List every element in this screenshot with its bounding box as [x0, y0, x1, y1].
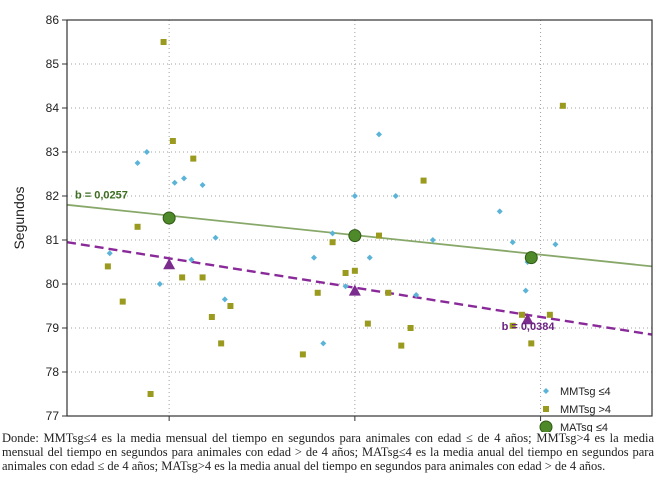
x-tick-label: 2003	[156, 430, 183, 432]
data-point	[364, 320, 371, 327]
data-point	[348, 284, 361, 296]
x-axis: 2003 2004 2005	[156, 416, 554, 432]
trend-annotations: b = 0,0257 b = 0,0384	[75, 190, 555, 334]
trend-label: b = 0,0384	[502, 321, 556, 333]
data-point	[420, 177, 427, 184]
data-point	[181, 175, 187, 182]
data-point	[366, 254, 373, 261]
plot-frame	[66, 19, 653, 417]
data-point	[156, 281, 163, 287]
data-point	[190, 155, 197, 162]
data-point	[509, 239, 516, 246]
x-tick-label: 2004	[342, 430, 369, 432]
y-tick-label: 84	[46, 101, 60, 115]
legend-label: MMTsg ≤4	[560, 386, 611, 398]
y-tick-label: 82	[46, 189, 60, 203]
y-tick-label: 85	[46, 57, 60, 71]
legend: MMTsg ≤4 MMTsg >4 MATsg ≤4	[539, 386, 611, 432]
data-point	[351, 267, 358, 274]
data-point	[208, 314, 215, 320]
data-point	[119, 298, 126, 305]
data-point	[320, 340, 327, 347]
data-point	[171, 179, 178, 186]
data-point	[329, 239, 336, 246]
data-points	[104, 39, 566, 397]
data-point	[429, 237, 436, 243]
data-point	[546, 311, 553, 318]
y-tick-label: 80	[46, 277, 60, 291]
data-point	[147, 391, 154, 397]
data-point	[188, 256, 195, 263]
data-point	[522, 287, 529, 294]
legend-label: MATsg ≤4	[560, 422, 608, 432]
data-point	[162, 211, 176, 225]
trendline	[66, 241, 653, 336]
grid	[67, 19, 652, 417]
data-point	[385, 289, 392, 296]
data-point	[509, 322, 516, 329]
x-tick-label: 2005	[527, 430, 554, 432]
data-point	[342, 283, 349, 290]
y-tick-label: 81	[46, 233, 60, 247]
y-tick-label: 86	[46, 13, 60, 27]
y-tick-label: 78	[46, 365, 60, 379]
data-point	[348, 229, 362, 243]
chart: 77 78 79 80 81 82 83 84 85 86 2003 2004 2005 Segund…	[11, 13, 653, 432]
data-point	[143, 149, 150, 155]
y-axis: 77 78 79 80 81 82 83 84 85 86	[46, 13, 67, 423]
data-point	[407, 325, 414, 331]
legend-label: MMTsg >4	[560, 404, 611, 416]
data-point	[221, 296, 228, 303]
data-point	[311, 254, 317, 261]
data-point	[227, 303, 234, 309]
data-point	[163, 258, 176, 270]
data-point	[104, 263, 111, 270]
data-point	[496, 208, 503, 215]
legend-marker	[539, 420, 553, 432]
data-point	[199, 274, 206, 281]
trendlines	[66, 203, 653, 336]
data-point	[299, 351, 306, 358]
data-point	[314, 289, 321, 296]
legend-marker	[543, 388, 549, 394]
data-point	[160, 39, 167, 45]
data-point	[342, 270, 349, 276]
data-point	[199, 182, 206, 188]
legend-marker	[543, 406, 549, 412]
data-point	[134, 223, 141, 230]
figure-caption: Donde: MMTsg≤4 es la media mensual del t…	[2, 431, 654, 473]
data-point	[179, 274, 186, 281]
data-point	[351, 193, 358, 199]
data-point	[524, 251, 538, 265]
data-point	[521, 313, 534, 325]
data-point	[519, 311, 525, 318]
y-axis-label: Segundos	[11, 186, 27, 249]
data-point	[392, 193, 399, 199]
data-point	[413, 292, 420, 298]
y-tick-label: 77	[46, 409, 60, 423]
data-point	[376, 131, 382, 138]
data-point	[134, 160, 141, 166]
data-point	[559, 102, 566, 109]
trend-label: b = 0,0257	[75, 190, 128, 202]
data-point	[329, 230, 336, 237]
data-point	[398, 342, 405, 349]
data-point	[218, 340, 225, 347]
data-point	[212, 234, 219, 241]
data-point	[528, 340, 535, 347]
data-point	[106, 250, 113, 257]
data-point	[552, 241, 559, 248]
y-tick-label: 79	[46, 321, 60, 335]
y-tick-label: 83	[46, 145, 60, 159]
data-point	[376, 232, 382, 239]
data-point	[169, 138, 176, 144]
